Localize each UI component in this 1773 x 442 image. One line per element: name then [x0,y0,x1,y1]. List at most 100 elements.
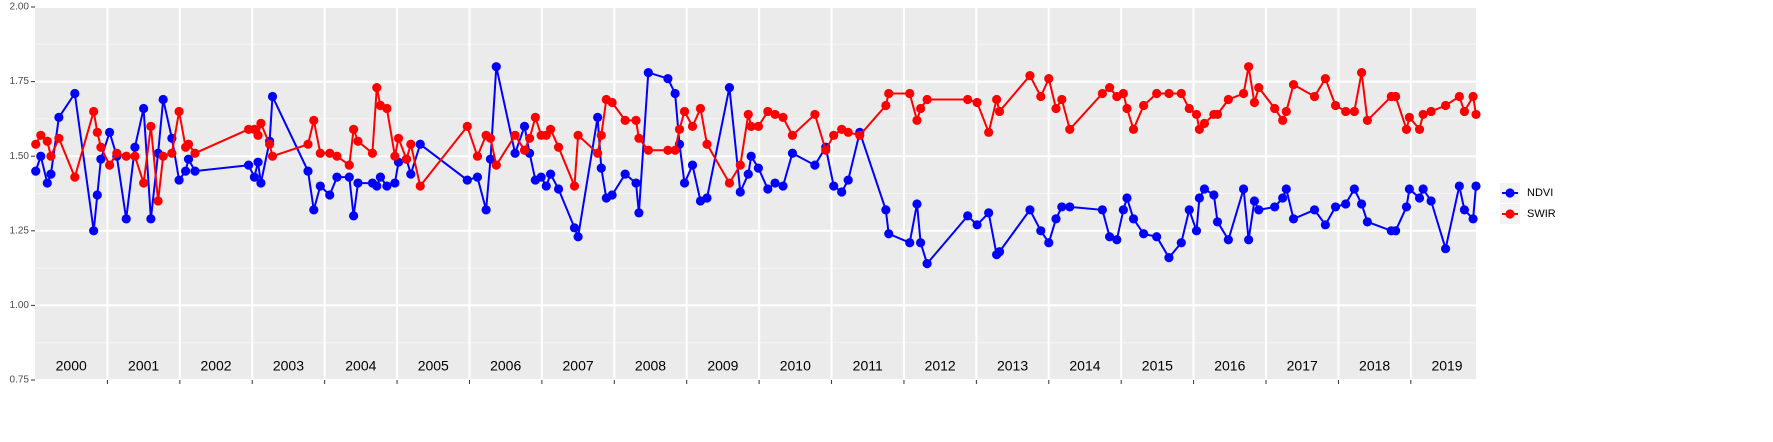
legend-point [1505,209,1515,219]
point [778,181,788,191]
point [778,112,788,123]
point [1164,253,1174,263]
point [1176,238,1186,248]
point [406,139,416,149]
point [183,154,194,164]
point [620,115,630,125]
point [1309,205,1320,215]
point [620,169,630,179]
point [1139,229,1149,239]
point [1426,106,1436,117]
point [881,205,891,215]
point [972,97,982,108]
point [46,169,56,179]
point [607,190,617,200]
point [1418,109,1428,120]
year-label: 2018 [1359,358,1390,374]
point [753,121,763,131]
y-tick-label: 0.75 [10,375,30,386]
point [510,148,520,158]
point [181,166,191,176]
point [415,181,425,191]
point [843,127,853,137]
point [1454,91,1464,102]
point [881,100,891,111]
point [104,127,115,137]
point [569,223,580,233]
point [922,259,932,269]
point [249,172,260,182]
point [253,157,263,167]
year-label: 2015 [1142,358,1173,374]
point [401,154,412,164]
point [462,121,472,131]
point [472,172,483,182]
point [1164,88,1174,99]
point [743,169,753,179]
point [519,145,530,155]
point [390,178,400,188]
point [545,124,556,134]
point [634,208,644,218]
point [607,97,617,108]
point [855,130,865,140]
point [770,178,780,188]
point [1212,217,1223,227]
point [46,151,56,161]
point [541,181,551,191]
point [631,178,641,188]
point [1281,106,1291,117]
point [462,175,472,185]
point [663,74,673,84]
point [1270,202,1280,212]
point [687,160,698,170]
y-tick-label: 1.00 [10,300,30,311]
point [763,184,773,194]
point [810,160,820,170]
legend-label: SWIR [1527,208,1556,220]
legend-label: NDVI [1527,187,1553,199]
point [593,148,603,158]
point [353,178,363,188]
point [674,124,685,134]
point [1223,235,1233,245]
point [1184,103,1194,114]
point [139,178,149,188]
point [1244,235,1254,245]
point [265,139,275,149]
point [332,151,342,161]
point [670,88,680,99]
point [510,130,520,140]
year-label: 2014 [1069,358,1100,374]
point [1139,100,1149,111]
point [679,178,690,188]
point [481,205,491,215]
point [1414,193,1425,203]
point [1199,118,1210,128]
point [54,133,64,143]
point [702,139,712,149]
point [315,181,325,191]
point [1278,193,1288,203]
point [1440,244,1451,254]
y-tick-label: 1.50 [10,151,30,162]
point [256,118,266,128]
point [593,112,603,123]
point [1349,106,1359,117]
point [253,130,263,140]
point [963,211,973,221]
point [1471,109,1481,120]
point [31,166,41,176]
point [1356,68,1367,78]
point [596,163,606,173]
point [1320,220,1330,230]
point [963,94,973,105]
point [1440,100,1451,111]
point [1036,91,1046,102]
point [96,154,106,164]
point [190,148,200,158]
point [31,139,41,149]
point [787,130,798,140]
point [472,151,483,161]
